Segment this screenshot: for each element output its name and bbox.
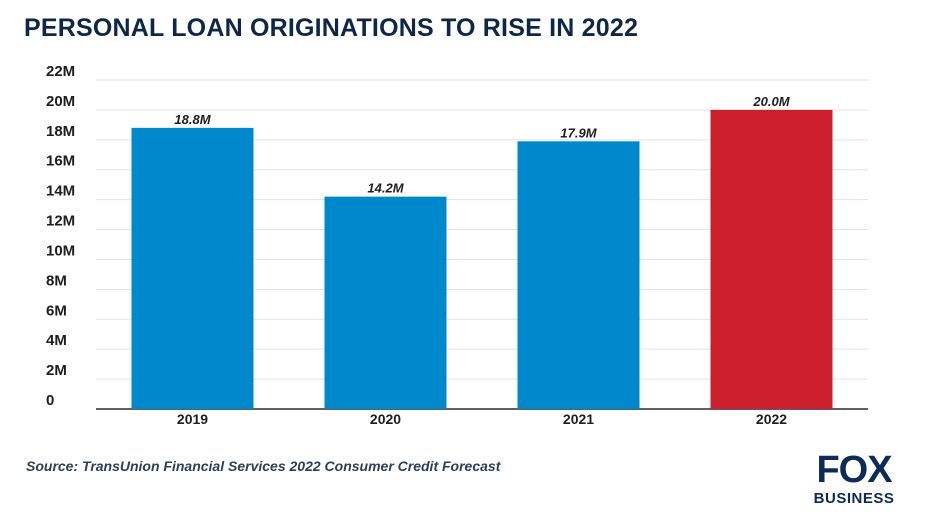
- bar-2020: [324, 196, 447, 409]
- bar-2019: [131, 127, 254, 409]
- data-label-2019: 18.8M: [174, 112, 211, 127]
- data-labels: 18.8M 14.2M 17.9M 20.0M: [174, 94, 790, 196]
- y-tick-label: 14M: [46, 183, 75, 200]
- logo-wordmark-bottom: BUSINESS: [813, 490, 895, 507]
- fox-business-logo: FOX BUSINESS: [798, 451, 910, 509]
- data-label-2022: 20.0M: [752, 94, 790, 109]
- y-tick-label: 20M: [46, 93, 75, 110]
- x-tick-label-2021: 2021: [563, 411, 594, 427]
- data-label-2020: 14.2M: [367, 181, 404, 196]
- x-tick-label-2022: 2022: [756, 411, 787, 427]
- x-tick-label-2020: 2020: [370, 411, 401, 427]
- y-tick-label: 6M: [46, 302, 67, 319]
- y-tick-label: 2M: [46, 362, 67, 379]
- source-note: Source: TransUnion Financial Services 20…: [26, 458, 501, 474]
- x-axis-labels: 2019 2020 2021 2022: [177, 411, 787, 427]
- bar-2021: [517, 141, 640, 409]
- y-tick-label: 16M: [46, 153, 75, 170]
- x-tick-label-2019: 2019: [177, 411, 208, 427]
- y-axis-labels: 0 2M 4M 6M 8M 10M 12M 14M 16M 18M 20M 22M: [46, 63, 75, 409]
- bar-2022: [710, 109, 833, 409]
- y-tick-label: 10M: [46, 242, 75, 259]
- logo-wordmark-top: FOX: [816, 449, 892, 491]
- bars: [131, 109, 833, 409]
- y-tick-label: 22M: [46, 63, 75, 80]
- y-tick-label: 12M: [46, 213, 75, 230]
- chart-title: PERSONAL LOAN ORIGINATIONS TO RISE IN 20…: [24, 14, 639, 42]
- y-tick-label: 8M: [46, 272, 67, 289]
- data-label-2021: 17.9M: [560, 125, 597, 140]
- y-tick-label: 4M: [46, 332, 67, 349]
- y-tick-label: 0: [46, 392, 54, 409]
- y-tick-label: 18M: [46, 123, 75, 140]
